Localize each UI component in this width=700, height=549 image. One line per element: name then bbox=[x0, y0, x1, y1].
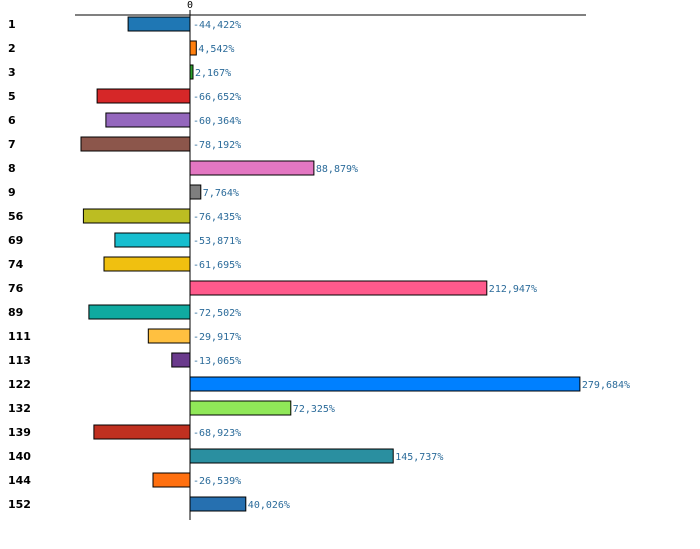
bar-8 bbox=[189, 160, 315, 176]
bar-139 bbox=[93, 424, 191, 440]
value-label-2: 4,542% bbox=[198, 44, 234, 55]
value-label-69: -53,871% bbox=[193, 236, 241, 247]
category-label-122: 122 bbox=[8, 378, 31, 391]
value-label-89: -72,502% bbox=[193, 308, 241, 319]
value-label-139: -68,923% bbox=[193, 428, 241, 439]
bar-122 bbox=[189, 376, 581, 392]
value-label-3: 2,167% bbox=[195, 68, 231, 79]
bar-76 bbox=[189, 280, 488, 296]
value-label-140: 145,737% bbox=[395, 452, 443, 463]
category-label-74: 74 bbox=[8, 258, 24, 271]
value-label-144: -26,539% bbox=[193, 476, 241, 487]
bar-9 bbox=[189, 184, 202, 200]
bar-6 bbox=[105, 112, 191, 128]
value-label-9: 7,764% bbox=[203, 188, 239, 199]
category-label-76: 76 bbox=[8, 282, 24, 295]
bar-69 bbox=[114, 232, 191, 248]
category-label-8: 8 bbox=[8, 162, 16, 175]
value-label-76: 212,947% bbox=[489, 284, 537, 295]
category-label-111: 111 bbox=[8, 330, 31, 343]
bar-152 bbox=[189, 496, 247, 512]
bar-89 bbox=[88, 304, 191, 320]
bar-1 bbox=[127, 16, 191, 32]
category-label-7: 7 bbox=[8, 138, 16, 151]
category-label-3: 3 bbox=[8, 66, 16, 79]
value-labels-group: -44,422% 4,542% 2,167% -66,652% -60,364% -78,… bbox=[193, 20, 630, 511]
bar-140 bbox=[189, 448, 394, 464]
category-label-89: 89 bbox=[8, 306, 23, 319]
bar-5 bbox=[96, 88, 191, 104]
value-label-152: 40,026% bbox=[248, 500, 290, 511]
category-label-144: 144 bbox=[8, 474, 31, 487]
bar-74 bbox=[103, 256, 191, 272]
category-labels-group: 1235678956697476891111131221321391401441… bbox=[8, 18, 31, 511]
bar-113 bbox=[171, 352, 191, 368]
category-label-2: 2 bbox=[8, 42, 16, 55]
value-label-8: 88,879% bbox=[316, 164, 358, 175]
value-label-5: -66,652% bbox=[193, 92, 241, 103]
bar-144 bbox=[152, 472, 191, 488]
zero-tick-label: 0 bbox=[187, 0, 193, 11]
category-label-152: 152 bbox=[8, 498, 31, 511]
value-label-1: -44,422% bbox=[193, 20, 241, 31]
category-label-139: 139 bbox=[8, 426, 31, 439]
category-label-69: 69 bbox=[8, 234, 23, 247]
value-label-6: -60,364% bbox=[193, 116, 241, 127]
bar-56 bbox=[82, 208, 191, 224]
category-label-132: 132 bbox=[8, 402, 31, 415]
category-label-1: 1 bbox=[8, 18, 16, 31]
category-label-140: 140 bbox=[8, 450, 31, 463]
bar-132 bbox=[189, 400, 292, 416]
value-label-74: -61,695% bbox=[193, 260, 241, 271]
bar-111 bbox=[147, 328, 191, 344]
bars-group bbox=[80, 16, 581, 512]
value-label-122: 279,684% bbox=[582, 380, 630, 391]
category-label-6: 6 bbox=[8, 114, 16, 127]
category-label-113: 113 bbox=[8, 354, 31, 367]
category-label-5: 5 bbox=[8, 90, 16, 103]
bar-7 bbox=[80, 136, 191, 152]
value-label-7: -78,192% bbox=[193, 140, 241, 151]
bar-2 bbox=[189, 40, 197, 56]
category-label-56: 56 bbox=[8, 210, 24, 223]
category-label-9: 9 bbox=[8, 186, 16, 199]
value-label-111: -29,917% bbox=[193, 332, 241, 343]
value-label-113: -13,065% bbox=[193, 356, 241, 367]
value-label-56: -76,435% bbox=[193, 212, 241, 223]
value-label-132: 72,325% bbox=[293, 404, 335, 415]
